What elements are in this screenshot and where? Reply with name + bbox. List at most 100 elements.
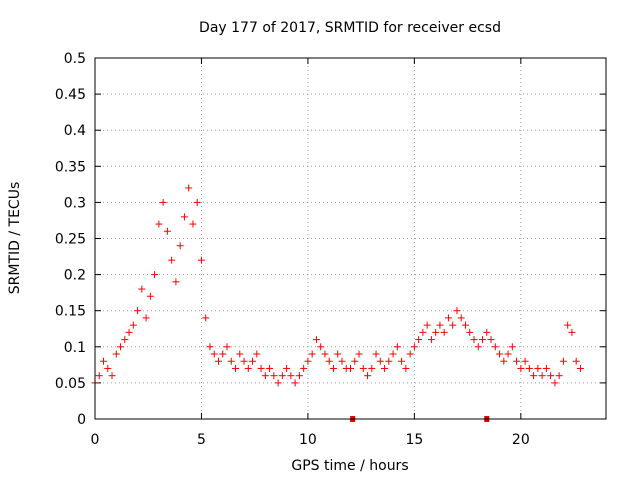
data-point <box>572 357 580 365</box>
data-point <box>227 357 235 365</box>
data-point <box>440 328 448 336</box>
data-point <box>483 328 491 336</box>
data-point <box>415 336 423 344</box>
data-point <box>117 343 125 351</box>
data-point <box>555 372 563 380</box>
data-point <box>249 357 257 365</box>
data-point <box>432 328 440 336</box>
data-point <box>504 350 512 358</box>
data-point <box>266 364 274 372</box>
x-tick-label: 10 <box>299 432 317 448</box>
data-point <box>287 372 295 380</box>
data-point <box>193 198 201 206</box>
data-point <box>491 343 499 351</box>
data-point <box>214 357 222 365</box>
y-tick-label: 0.5 <box>64 51 86 67</box>
data-point <box>202 314 210 322</box>
data-point <box>176 242 184 250</box>
data-point <box>270 372 278 380</box>
data-point <box>508 343 516 351</box>
data-point <box>321 350 329 358</box>
data-point <box>244 364 252 372</box>
data-point <box>449 321 457 329</box>
data-point <box>500 357 508 365</box>
data-point <box>376 357 384 365</box>
data-point <box>261 372 269 380</box>
data-point <box>129 321 137 329</box>
y-tick-label: 0.25 <box>55 232 86 248</box>
chart-title: Day 177 of 2017, SRMTID for receiver ecs… <box>199 20 501 36</box>
data-point <box>487 336 495 344</box>
data-point <box>347 364 354 372</box>
data-point <box>547 372 555 380</box>
grid-lines <box>95 58 606 419</box>
data-point <box>283 364 291 372</box>
data-point <box>517 364 525 372</box>
data-point <box>568 328 576 336</box>
data-point <box>134 307 142 315</box>
data-point <box>172 278 180 286</box>
data-point <box>163 227 171 235</box>
data-point <box>300 364 308 372</box>
data-point <box>338 357 346 365</box>
y-tick-label: 0.3 <box>64 195 86 211</box>
data-point <box>240 357 248 365</box>
data-point <box>121 336 129 344</box>
data-point <box>95 372 103 380</box>
data-point <box>108 372 116 380</box>
data-point <box>312 336 320 344</box>
x-tick-label: 5 <box>197 432 206 448</box>
data-point <box>112 350 120 358</box>
data-point <box>419 328 427 336</box>
data-point <box>206 343 214 351</box>
data-point <box>197 256 205 264</box>
data-point <box>381 364 389 372</box>
data-point <box>538 372 546 380</box>
y-tick-label: 0.2 <box>64 268 86 284</box>
data-point <box>453 307 461 315</box>
data-point <box>100 357 108 365</box>
data-point <box>372 350 380 358</box>
data-point <box>159 198 167 206</box>
data-point <box>513 357 521 365</box>
data-point <box>146 292 154 300</box>
axis-ticks: 0 0.05 0.1 0.15 0.2 0.25 0.3 0.35 0.4 0.45 0.5 0 5 10… <box>55 51 606 448</box>
data-point <box>551 379 559 387</box>
data-point <box>223 343 231 351</box>
data-point <box>534 364 542 372</box>
data-point <box>317 343 325 351</box>
plot-frame <box>94 57 607 420</box>
data-point <box>304 357 312 365</box>
data-point <box>521 357 529 365</box>
data-point <box>232 364 240 372</box>
data-point <box>474 343 482 351</box>
data-point <box>444 314 452 322</box>
data-point <box>423 321 431 329</box>
data-point <box>329 364 337 372</box>
data-point <box>576 364 584 372</box>
data-point <box>253 350 261 358</box>
data-point <box>168 256 176 264</box>
y-tick-label: 0.35 <box>55 159 86 175</box>
data-point <box>359 364 367 372</box>
x-tick-label: 20 <box>512 432 530 448</box>
data-point <box>564 321 572 329</box>
data-point <box>236 350 244 358</box>
data-point <box>398 357 406 365</box>
data-point <box>542 364 550 372</box>
data-point <box>104 364 112 372</box>
data-point <box>393 343 401 351</box>
data-point <box>257 364 265 372</box>
data-point <box>389 350 397 358</box>
x-axis-label: GPS time / hours <box>291 458 408 474</box>
y-tick-label: 0 <box>77 412 86 428</box>
data-point <box>436 321 444 329</box>
data-point <box>142 314 150 322</box>
data-point <box>496 350 504 358</box>
data-point <box>325 357 333 365</box>
data-point <box>334 350 342 358</box>
data-point <box>138 285 146 293</box>
data-point <box>351 357 359 365</box>
data-point <box>461 321 469 329</box>
